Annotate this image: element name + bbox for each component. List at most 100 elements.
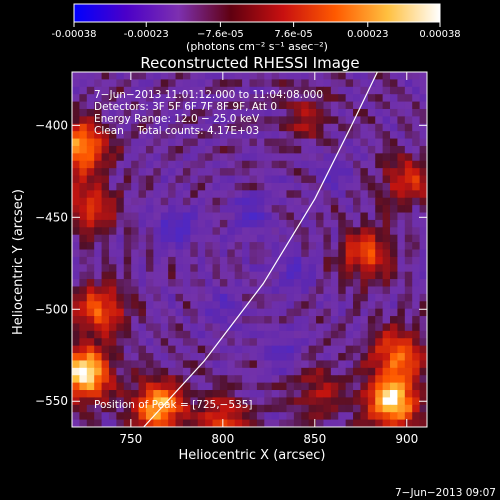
- heatmap-cell: [419, 168, 427, 177]
- heatmap-cell: [116, 419, 125, 427]
- heatmap-cell: [256, 108, 265, 117]
- heatmap-cell: [190, 212, 199, 221]
- heatmap-cell: [271, 382, 280, 391]
- heatmap-cell: [86, 145, 95, 154]
- heatmap-cell: [101, 256, 110, 265]
- heatmap-cell: [160, 205, 169, 214]
- axis-ticks: 750 800 850 900−550−500−450−400: [35, 72, 427, 446]
- heatmap-cell: [168, 367, 177, 376]
- heatmap-cell: [101, 397, 110, 406]
- heatmap-cell: [86, 219, 95, 228]
- heatmap-cell: [160, 168, 169, 177]
- heatmap-cell: [160, 412, 169, 421]
- heatmap-cell: [397, 404, 406, 413]
- heatmap-cell: [234, 419, 243, 427]
- heatmap-cell: [316, 138, 325, 147]
- heatmap-cell: [116, 375, 125, 384]
- heatmap-cell: [197, 323, 206, 332]
- heatmap-cell: [94, 145, 103, 154]
- heatmap-cell: [323, 256, 332, 265]
- heatmap-cell: [360, 264, 369, 273]
- heatmap-cell: [345, 345, 354, 354]
- heatmap-cell: [242, 375, 251, 384]
- heatmap-cell: [419, 256, 427, 265]
- heatmap-cell: [256, 382, 265, 391]
- heatmap-cell: [390, 168, 399, 177]
- heatmap-cell: [390, 249, 399, 258]
- heatmap-cell: [168, 375, 177, 384]
- heatmap-cell: [338, 79, 347, 88]
- heatmap-cell: [145, 412, 154, 421]
- heatmap-cell: [375, 286, 384, 295]
- heatmap-cell: [234, 286, 243, 295]
- heatmap-cell: [293, 108, 302, 117]
- heatmap-cell: [390, 94, 399, 103]
- heatmap-cell: [168, 153, 177, 162]
- heatmap-cell: [249, 412, 258, 421]
- heatmap-cell: [168, 264, 177, 273]
- heatmap-cell: [301, 197, 310, 206]
- heatmap-cell: [212, 360, 221, 369]
- heatmap-cell: [131, 397, 140, 406]
- heatmap-cell: [219, 301, 228, 310]
- heatmap-cell: [301, 242, 310, 251]
- heatmap-cell: [116, 234, 125, 243]
- heatmap-cell: [72, 86, 80, 95]
- heatmap-cell: [160, 338, 169, 347]
- heatmap-cell: [131, 316, 140, 325]
- heatmap-cell: [330, 264, 339, 273]
- heatmap-cell: [212, 390, 221, 399]
- heatmap-cell: [131, 375, 140, 384]
- heatmap-cell: [168, 212, 177, 221]
- heatmap-cell: [79, 323, 88, 332]
- heatmap-cell: [345, 323, 354, 332]
- heatmap-cell: [108, 286, 117, 295]
- heatmap-cell: [316, 145, 325, 154]
- heatmap-cell: [205, 249, 214, 258]
- heatmap-cell: [375, 316, 384, 325]
- heatmap-cell: [367, 212, 376, 221]
- heatmap-cell: [397, 367, 406, 376]
- heatmap-cell: [242, 205, 251, 214]
- heatmap-cell: [138, 94, 147, 103]
- heatmap-cell: [249, 271, 258, 280]
- heatmap-cell: [160, 390, 169, 399]
- heatmap-cell: [338, 160, 347, 169]
- heatmap-cell: [205, 412, 214, 421]
- heatmap-cell: [123, 145, 132, 154]
- heatmap-cell: [219, 375, 228, 384]
- heatmap-cell: [94, 212, 103, 221]
- heatmap-cell: [72, 227, 80, 236]
- heatmap-cell: [367, 419, 376, 427]
- heatmap-cell: [419, 404, 427, 413]
- heatmap-cell: [123, 301, 132, 310]
- heatmap-cell: [308, 234, 317, 243]
- heatmap-cell: [138, 153, 147, 162]
- heatmap-cell: [404, 419, 413, 427]
- heatmap-cell: [116, 101, 125, 110]
- heatmap-cell: [138, 79, 147, 88]
- heatmap-cell: [279, 316, 288, 325]
- heatmap-cell: [175, 160, 184, 169]
- heatmap-cell: [101, 367, 110, 376]
- heatmap-cell: [212, 316, 221, 325]
- heatmap-cell: [86, 190, 95, 199]
- heatmap-cell: [375, 145, 384, 154]
- annotation-detectors: Detectors: 3F 5F 6F 7F 8F 9F, Att 0: [94, 101, 277, 113]
- heatmap-cell: [145, 382, 154, 391]
- heatmap-cell: [382, 160, 391, 169]
- heatmap-cell: [131, 131, 140, 140]
- heatmap-cell: [153, 197, 162, 206]
- heatmap-cell: [345, 160, 354, 169]
- heatmap-cell: [345, 397, 354, 406]
- heatmap-cell: [419, 271, 427, 280]
- heatmap-cell: [86, 264, 95, 273]
- heatmap-cell: [345, 131, 354, 140]
- heatmap-cell: [219, 249, 228, 258]
- heatmap-cell: [397, 397, 406, 406]
- heatmap-cell: [94, 175, 103, 184]
- heatmap-cell: [382, 242, 391, 251]
- heatmap-cell: [175, 145, 184, 154]
- heatmap-cell: [197, 286, 206, 295]
- heatmap-cell: [367, 293, 376, 302]
